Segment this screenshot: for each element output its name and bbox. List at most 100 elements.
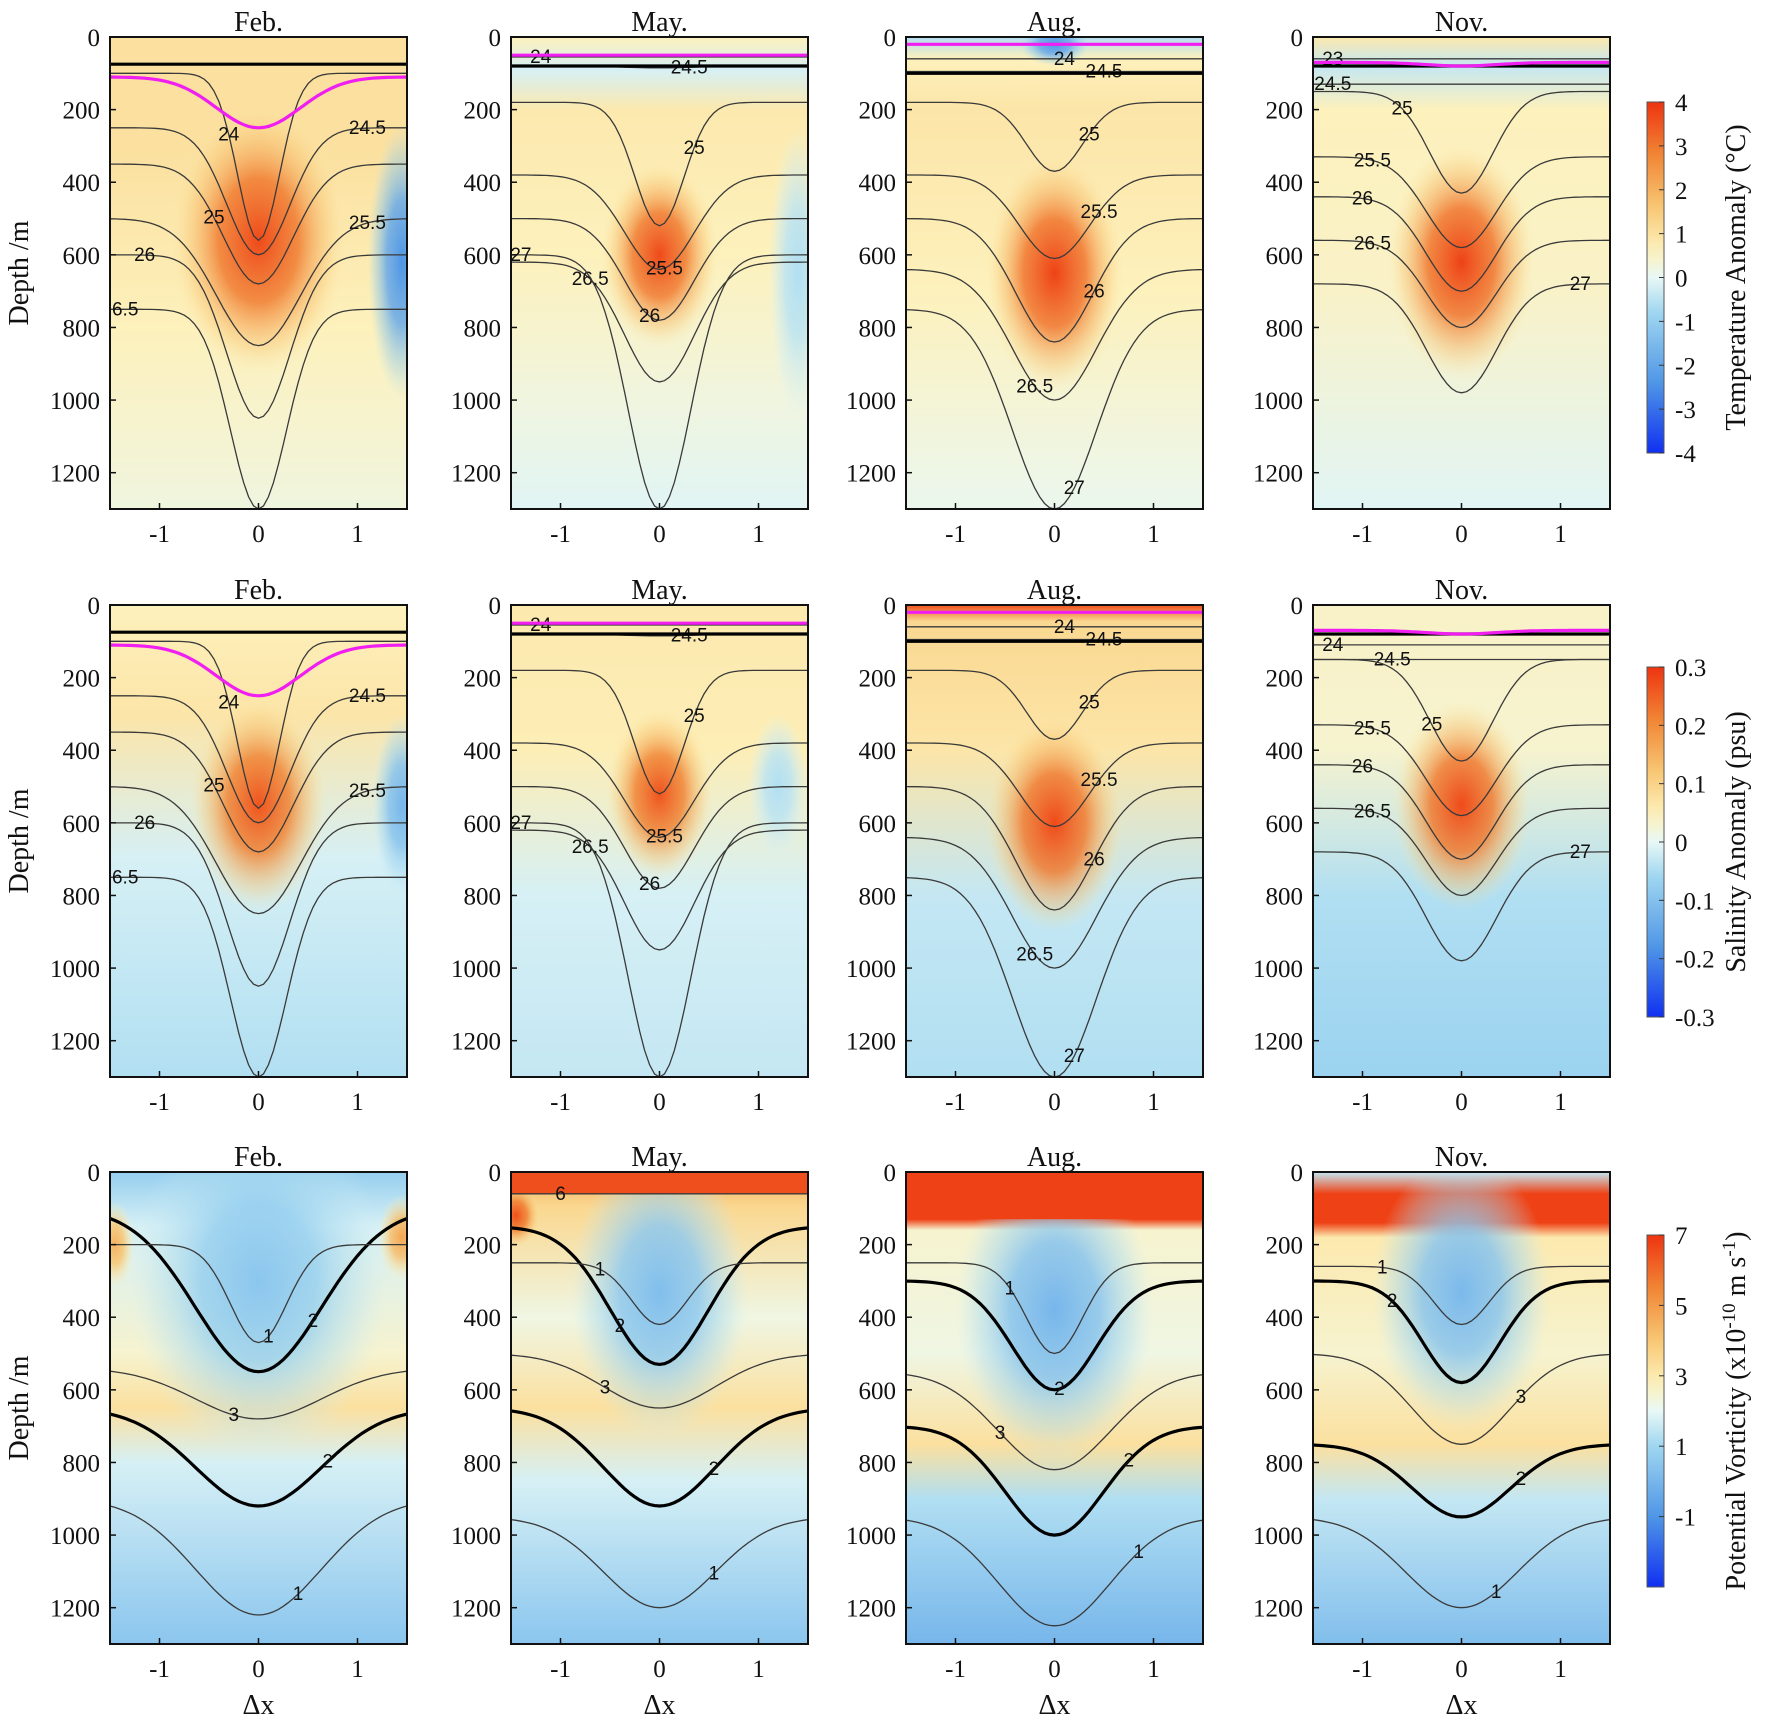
- y-axis-label: Depth /m: [4, 220, 35, 325]
- contour-line: [906, 836, 1203, 969]
- y-tick-label: 1000: [1253, 1523, 1303, 1550]
- field: 2 1 3 2 1: [110, 1172, 407, 1644]
- field: 6 2 1 3 2 1: [511, 1172, 808, 1644]
- y-tick-label: 0: [1291, 593, 1304, 620]
- contour-line: [1313, 156, 1610, 249]
- contour-label: 27: [510, 245, 531, 266]
- y-tick-label: 600: [1266, 811, 1304, 838]
- contour-line: [511, 742, 808, 839]
- panel-2: 2424.52525.52626.527Aug.0200400600800100…: [846, 7, 1204, 548]
- y-tick-label: 1000: [846, 388, 896, 415]
- y-tick-label: 400: [464, 1305, 502, 1332]
- contour-label: 24: [530, 615, 552, 636]
- contour-line: [1313, 1279, 1610, 1385]
- contour-label: 3: [995, 1423, 1006, 1444]
- panel-title: Nov.: [1435, 7, 1488, 38]
- contour-label: 26.5: [101, 867, 138, 888]
- y-tick-label: 800: [1266, 315, 1304, 342]
- y-tick-label: 1200: [846, 1029, 896, 1056]
- contour-line: [511, 829, 808, 951]
- colorbar-label-part: ): [1721, 1231, 1752, 1240]
- y-tick-label: 1000: [50, 956, 100, 983]
- contour-label: 25: [684, 706, 705, 727]
- panel-1: 24 24.5 25 25.5 26 26.5 27 May. 0 200 400 600 800 100…: [451, 7, 809, 548]
- panel-title: May.: [631, 1142, 688, 1173]
- x-tick-label: 0: [252, 1089, 265, 1116]
- panel-title: Nov.: [1435, 1142, 1488, 1173]
- colorbar-tick-label: 0: [1675, 830, 1688, 857]
- contour-line: [110, 163, 407, 285]
- contour-label: 24.5: [1374, 649, 1411, 670]
- anomaly-core: [1372, 1172, 1551, 1430]
- magenta-isoline: [1313, 60, 1610, 68]
- y-tick-label: 200: [464, 666, 502, 693]
- y-tick-label: 0: [88, 593, 101, 620]
- x-tick-label: 1: [1147, 521, 1160, 548]
- y-tick-label: 200: [859, 1233, 897, 1260]
- contour-label: 26.5: [101, 299, 138, 320]
- panel-title: Aug.: [1027, 7, 1082, 38]
- contour-label: 24: [218, 693, 240, 714]
- x-tick-label: 1: [1554, 1089, 1567, 1116]
- x-tick-label: 0: [1048, 1656, 1061, 1683]
- contour-label: 26.5: [572, 269, 609, 290]
- contour-label: 2: [709, 1459, 720, 1480]
- panel-4: 24 24.5 25 25.5 26 26.5 Feb. 0 200 400 600 800 1000 1…: [4, 575, 408, 1116]
- contour-label: 25: [203, 775, 224, 796]
- y-tick-label: 1200: [846, 461, 896, 488]
- colorbar-tick-label: 3: [1675, 134, 1688, 161]
- contour-label: 25.5: [646, 258, 683, 279]
- field: 2 1 3 2 1: [1313, 1172, 1610, 1644]
- panel-8: 2 1 3 2 1 Feb. 0 200 400 600 800 1000 1200 -1 0 1 Depth …: [4, 1142, 408, 1721]
- contour-label: 26.5: [1016, 944, 1053, 965]
- contour-label: 26: [639, 306, 660, 327]
- contour-label: 24: [218, 125, 240, 146]
- contour-line: [110, 254, 407, 419]
- colorbar-tick-label: 4: [1675, 90, 1688, 117]
- y-tick-label: 600: [859, 243, 897, 270]
- anomaly-core: [985, 153, 1124, 393]
- x-tick-label: 0: [1048, 1089, 1061, 1116]
- panel-title: Aug.: [1027, 1142, 1082, 1173]
- y-tick-label: 800: [1266, 883, 1304, 910]
- anomaly-patch: [768, 127, 808, 419]
- contour-label: 3: [228, 1405, 239, 1426]
- contour-line: [1313, 283, 1610, 394]
- contour-label: 25: [1079, 124, 1100, 145]
- contour-line: [110, 786, 407, 915]
- y-tick-label: 1000: [451, 956, 501, 983]
- x-tick-label: 0: [653, 1089, 666, 1116]
- contour-label: 2: [308, 1311, 319, 1332]
- anomaly-patch: [372, 713, 407, 896]
- y-tick-label: 1000: [451, 1523, 501, 1550]
- contour-line: [511, 669, 808, 795]
- contour-line: [906, 1519, 1203, 1627]
- contour-label: 25: [684, 138, 705, 159]
- colorbar-tick-label: 0: [1675, 266, 1688, 293]
- panel-11: 2 1 3 2 1 Nov. 0 200 400 600 800 1000 1200 -1 0 1 Δx: [1253, 1142, 1611, 1721]
- colorbar-label: Salinity Anomaly (psu): [1721, 711, 1752, 972]
- contour-line: [1313, 196, 1610, 292]
- colorbar-label-part: -10: [1719, 1303, 1740, 1328]
- y-tick-label: 1200: [50, 461, 100, 488]
- contour-label: 1: [1005, 1278, 1016, 1299]
- y-tick-label: 600: [464, 811, 502, 838]
- y-tick-label: 400: [859, 738, 897, 765]
- colorbar-label-part: Salinity Anomaly (psu): [1721, 711, 1752, 972]
- y-tick-label: 200: [1266, 1233, 1304, 1260]
- contour-line: [110, 731, 407, 853]
- colorbar-label-part: m s: [1721, 1257, 1752, 1304]
- contour-label: 1: [293, 1584, 304, 1605]
- contour-line: [110, 1217, 407, 1374]
- contour-label: 25.5: [1354, 150, 1391, 171]
- y-tick-label: 400: [63, 1305, 101, 1332]
- y-tick-label: 600: [1266, 243, 1304, 270]
- panel-6: 2424.52525.52626.527Aug.0200400600800100…: [846, 575, 1204, 1116]
- y-tick-label: 1200: [1253, 1029, 1303, 1056]
- contour-line: [110, 72, 407, 242]
- contour-label: 26: [134, 245, 155, 266]
- contour-line: [906, 669, 1203, 740]
- x-tick-label: -1: [149, 1656, 170, 1683]
- x-tick-label: 1: [351, 521, 364, 548]
